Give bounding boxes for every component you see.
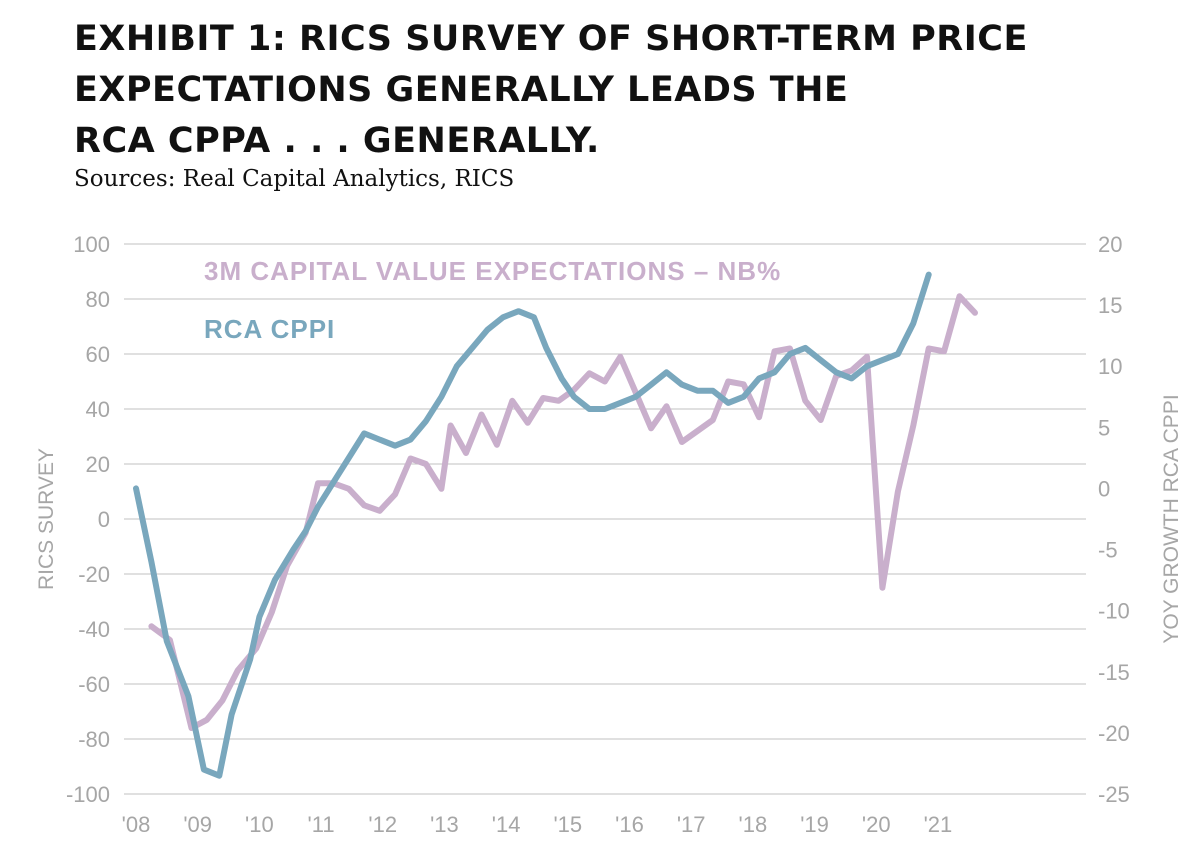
series-line-rics (148, 293, 978, 731)
y2-tick-label: -20 (1098, 721, 1130, 746)
chart-source: Sources: Real Capital Analytics, RICS (74, 166, 515, 192)
y-axis-label: RICS SURVEY (35, 448, 58, 590)
chart-title-line-1: EXHIBIT 1: RICS SURVEY OF SHORT-TERM PRI… (74, 19, 1028, 59)
y2-tick-label: -15 (1098, 660, 1130, 685)
series-line-rca (133, 271, 932, 779)
x-tick-label: '08 (122, 812, 151, 837)
x-tick-label: '16 (615, 812, 644, 837)
x-tick-label: '11 (308, 812, 335, 837)
y-tick-label: 0 (98, 507, 110, 532)
chart-title-line-3: RCA CPPA . . . GENERALLY. (74, 121, 600, 161)
x-tick-label: '15 (553, 812, 582, 837)
y-tick-label: -40 (78, 617, 110, 642)
y2-tick-label: 20 (1098, 232, 1122, 257)
y-tick-label: -80 (78, 727, 110, 752)
y2-axis-label: YOY GROWTH RCA CPPI (1160, 394, 1183, 643)
y-tick-label: 60 (86, 342, 110, 367)
legend-label-rca: RCA CPPI (204, 314, 335, 344)
x-tick-label: '19 (800, 812, 829, 837)
x-tick-label: '09 (183, 812, 212, 837)
x-tick-label: '12 (368, 812, 397, 837)
y2-tick-label: -10 (1098, 599, 1130, 624)
y-tick-label: -60 (78, 672, 110, 697)
y-tick-label: -100 (66, 782, 110, 807)
y2-tick-label: -5 (1098, 538, 1118, 563)
chart-title-line-2: EXPECTATIONS GENERALLY LEADS THE (74, 70, 849, 110)
x-tick-label: '13 (430, 812, 459, 837)
x-tick-label: '21 (924, 812, 953, 837)
y-tick-label: -20 (78, 562, 110, 587)
y2-tick-label: -25 (1098, 782, 1130, 807)
y2-tick-label: 0 (1098, 476, 1110, 501)
y-tick-label: 40 (86, 397, 110, 422)
legend-label-rics: 3M CAPITAL VALUE EXPECTATIONS – NB% (204, 256, 781, 286)
x-tick-label: '14 (492, 812, 521, 837)
y-tick-label: 100 (73, 232, 110, 257)
y-tick-label: 20 (86, 452, 110, 477)
x-tick-label: '10 (245, 812, 274, 837)
x-tick-label: '18 (739, 812, 768, 837)
x-tick-label: '20 (862, 812, 891, 837)
y-tick-label: 80 (86, 287, 110, 312)
y2-tick-label: 15 (1098, 293, 1122, 318)
chart-title: EXHIBIT 1: RICS SURVEY OF SHORT-TERM PRI… (74, 14, 1154, 167)
y2-tick-label: 5 (1098, 415, 1110, 440)
x-tick-label: '17 (677, 812, 706, 837)
y2-tick-label: 10 (1098, 354, 1122, 379)
